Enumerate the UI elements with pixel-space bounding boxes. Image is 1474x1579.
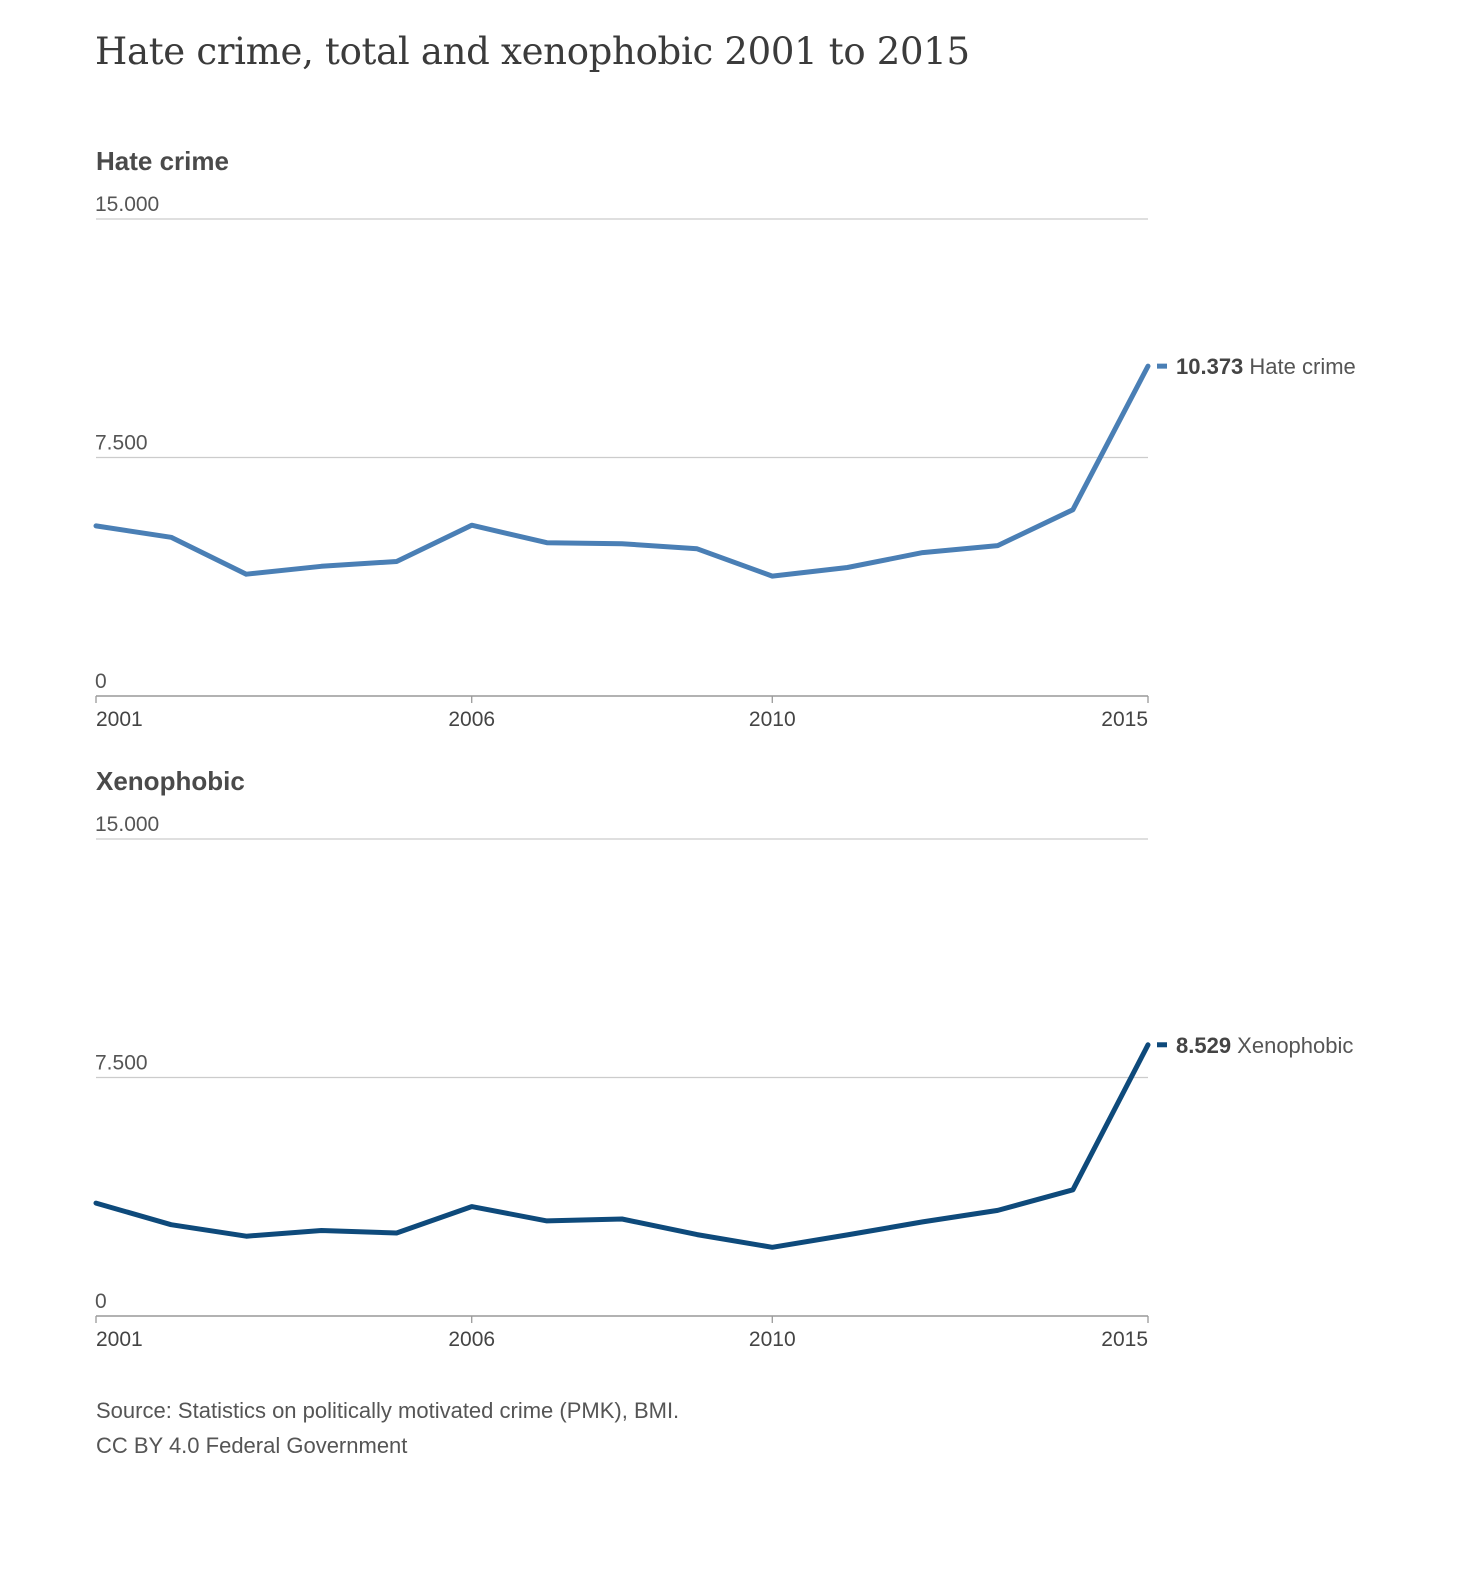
- x-tick-label: 2010: [749, 1328, 796, 1351]
- x-tick-label: 2015: [1101, 708, 1148, 731]
- series-line: [93, 1042, 1151, 1250]
- end-marker: [1157, 363, 1167, 369]
- panel-title-xenophobic: Xenophobic: [96, 766, 245, 796]
- panel-title-hate-crime: Hate crime: [96, 146, 229, 176]
- x-tick-label: 2010: [749, 708, 796, 731]
- hate-crime-line-chart: 0 7.500 15.000 2001 2006 2010 2015 10.373 Hate …: [93, 193, 1356, 731]
- y-tick-label: 0: [95, 670, 107, 693]
- source-note: Source: Statistics on politically motiva…: [96, 1398, 680, 1423]
- xenophobic-line-chart: 0 7.500 15.000 2001 2006 2010 2015 8.529 Xenoph…: [93, 813, 1353, 1351]
- x-tick-label: 2001: [96, 708, 143, 731]
- y-tick-label: 15.000: [95, 813, 159, 836]
- x-tick-label: 2006: [448, 708, 495, 731]
- y-tick-label: 7.500: [95, 432, 148, 455]
- end-marker: [1157, 1042, 1167, 1048]
- x-tick-label: 2001: [96, 1328, 143, 1351]
- end-value-label: 10.373 Hate crime: [1176, 354, 1356, 379]
- x-tick-label: 2006: [448, 1328, 495, 1351]
- series-line: [93, 363, 1151, 579]
- end-value-label: 8.529 Xenophobic: [1176, 1033, 1353, 1058]
- license-note: CC BY 4.0 Federal Government: [96, 1433, 408, 1458]
- chart-title: Hate crime, total and xenophobic 2001 to…: [95, 30, 970, 73]
- x-tick-label: 2015: [1101, 1328, 1148, 1351]
- y-tick-label: 15.000: [95, 193, 159, 216]
- y-tick-label: 7.500: [95, 1052, 148, 1075]
- y-tick-label: 0: [95, 1290, 107, 1313]
